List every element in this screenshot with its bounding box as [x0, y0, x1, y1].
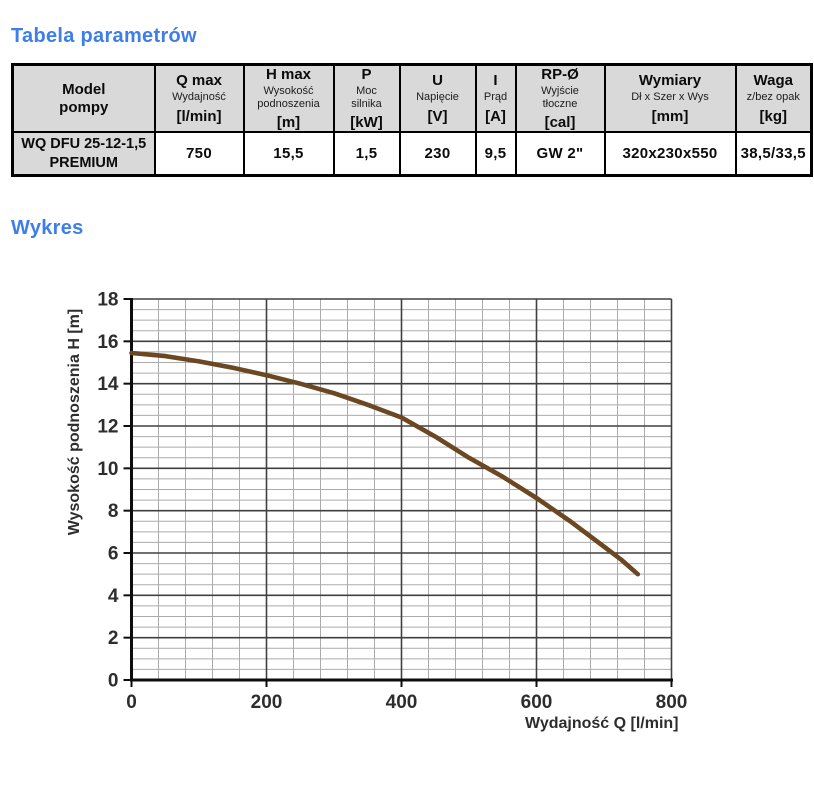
column-header-title: Waga	[753, 72, 793, 90]
x-tick-label: 200	[251, 692, 283, 713]
parameter-value-cell-3: 230	[398, 131, 477, 177]
x-tick-label: 400	[386, 692, 418, 713]
parameter-value-cell-2: 1,5	[332, 131, 401, 177]
column-header-title: P	[361, 66, 372, 83]
pump-parameters-table: Model pompy Q max Wydajność [l/min] H max Wys…	[11, 63, 813, 177]
column-header-subtitle: Dł x Szer x Wys	[631, 91, 709, 104]
y-tick-label: 6	[108, 544, 119, 565]
column-header-title: Q max	[176, 72, 222, 90]
column-header-0: Model pompy	[11, 63, 156, 134]
y-tick-label: 18	[97, 290, 118, 311]
y-tick-label: 14	[97, 374, 119, 395]
column-header-title: RP-Ø	[541, 66, 579, 83]
y-axis-title: Wysokość podnoszenia H [m]	[66, 309, 83, 535]
column-header-3: P Moc silnika [kW]	[332, 63, 401, 134]
chart-section-title: Wykres	[11, 217, 84, 239]
column-header-subtitle: Wysokość podnoszenia	[257, 85, 320, 110]
y-tick-label: 4	[108, 586, 119, 607]
column-header-title: Model pompy	[59, 80, 109, 116]
column-header-subtitle: Wyjście tłoczne	[541, 85, 579, 110]
column-header-title: I	[493, 72, 498, 90]
x-axis-title: Wydajność Q [l/min]	[525, 715, 679, 732]
column-header-subtitle: Prąd	[483, 91, 508, 104]
y-tick-label: 8	[108, 501, 119, 522]
column-header-2: H max Wysokość podnoszenia [m]	[242, 63, 335, 134]
column-header-unit: [kW]	[350, 114, 383, 132]
y-tick-label: 12	[97, 417, 118, 438]
table-data-row: WQ DFU 25-12-1,5 PREMIUM 750 15,5 1,5 230 9,5…	[11, 131, 813, 177]
y-tick-label: 0	[108, 671, 119, 692]
column-header-subtitle: z/bez opak	[746, 91, 800, 104]
column-header-unit: [V]	[427, 107, 448, 125]
column-header-title: U	[432, 72, 443, 90]
column-header-subtitle: Napięcie	[416, 91, 459, 104]
parameter-value-cell-5: GW 2"	[514, 131, 606, 177]
column-header-title: H max	[265, 66, 312, 83]
column-header-unit: [m]	[276, 114, 301, 132]
column-header-unit: [A]	[485, 107, 506, 125]
axis-titles: Wydajność Q [l/min] Wysokość podnoszenia …	[66, 309, 679, 732]
parameter-value-cell-4: 9,5	[474, 131, 517, 177]
column-header-unit: [mm]	[651, 107, 689, 125]
table-header-row: Model pompy Q max Wydajność [l/min] H max Wys…	[11, 63, 813, 134]
grid-major	[131, 298, 673, 680]
parameter-value-cell-6: 320x230x550	[603, 131, 737, 177]
column-header-4: U Napięcie [V]	[398, 63, 477, 134]
column-header-subtitle: Moc silnika	[351, 85, 382, 110]
column-header-1: Q max Wydajność [l/min]	[153, 63, 245, 134]
x-tick-label: 800	[656, 692, 688, 713]
y-tick-label: 16	[97, 332, 118, 353]
pump-curve	[129, 350, 641, 577]
tick-labels: 0 200 400 600 800 0 2 4 6 8 10 12 14 16 18	[97, 290, 687, 714]
column-header-6: RP-Ø Wyjście tłoczne [cal]	[514, 63, 606, 134]
y-tick-label: 2	[108, 628, 119, 649]
column-header-title: Wymiary	[638, 72, 702, 90]
parameter-value-cell-7: 38,5/33,5	[734, 131, 813, 177]
column-header-8: Waga z/bez opak [kg]	[734, 63, 813, 134]
parameter-value-cell-0: 750	[153, 131, 245, 177]
column-header-unit: [cal]	[544, 114, 576, 132]
y-tick-label: 10	[97, 459, 118, 480]
model-name-cell: WQ DFU 25-12-1,5 PREMIUM	[11, 131, 156, 177]
column-header-unit: [kg]	[759, 107, 788, 125]
parameter-value-cell-1: 15,5	[242, 131, 335, 177]
pump-curve-series	[129, 350, 641, 577]
x-tick-label: 0	[126, 692, 137, 713]
column-header-unit: [l/min]	[176, 107, 222, 125]
column-header-7: Wymiary Dł x Szer x Wys [mm]	[603, 63, 737, 134]
column-header-5: I Prąd [A]	[474, 63, 517, 134]
column-header-subtitle: Wydajność	[172, 91, 226, 104]
axis-ticks	[123, 298, 673, 687]
x-tick-label: 600	[521, 692, 553, 713]
table-section-title: Tabela parametrów	[11, 25, 197, 47]
